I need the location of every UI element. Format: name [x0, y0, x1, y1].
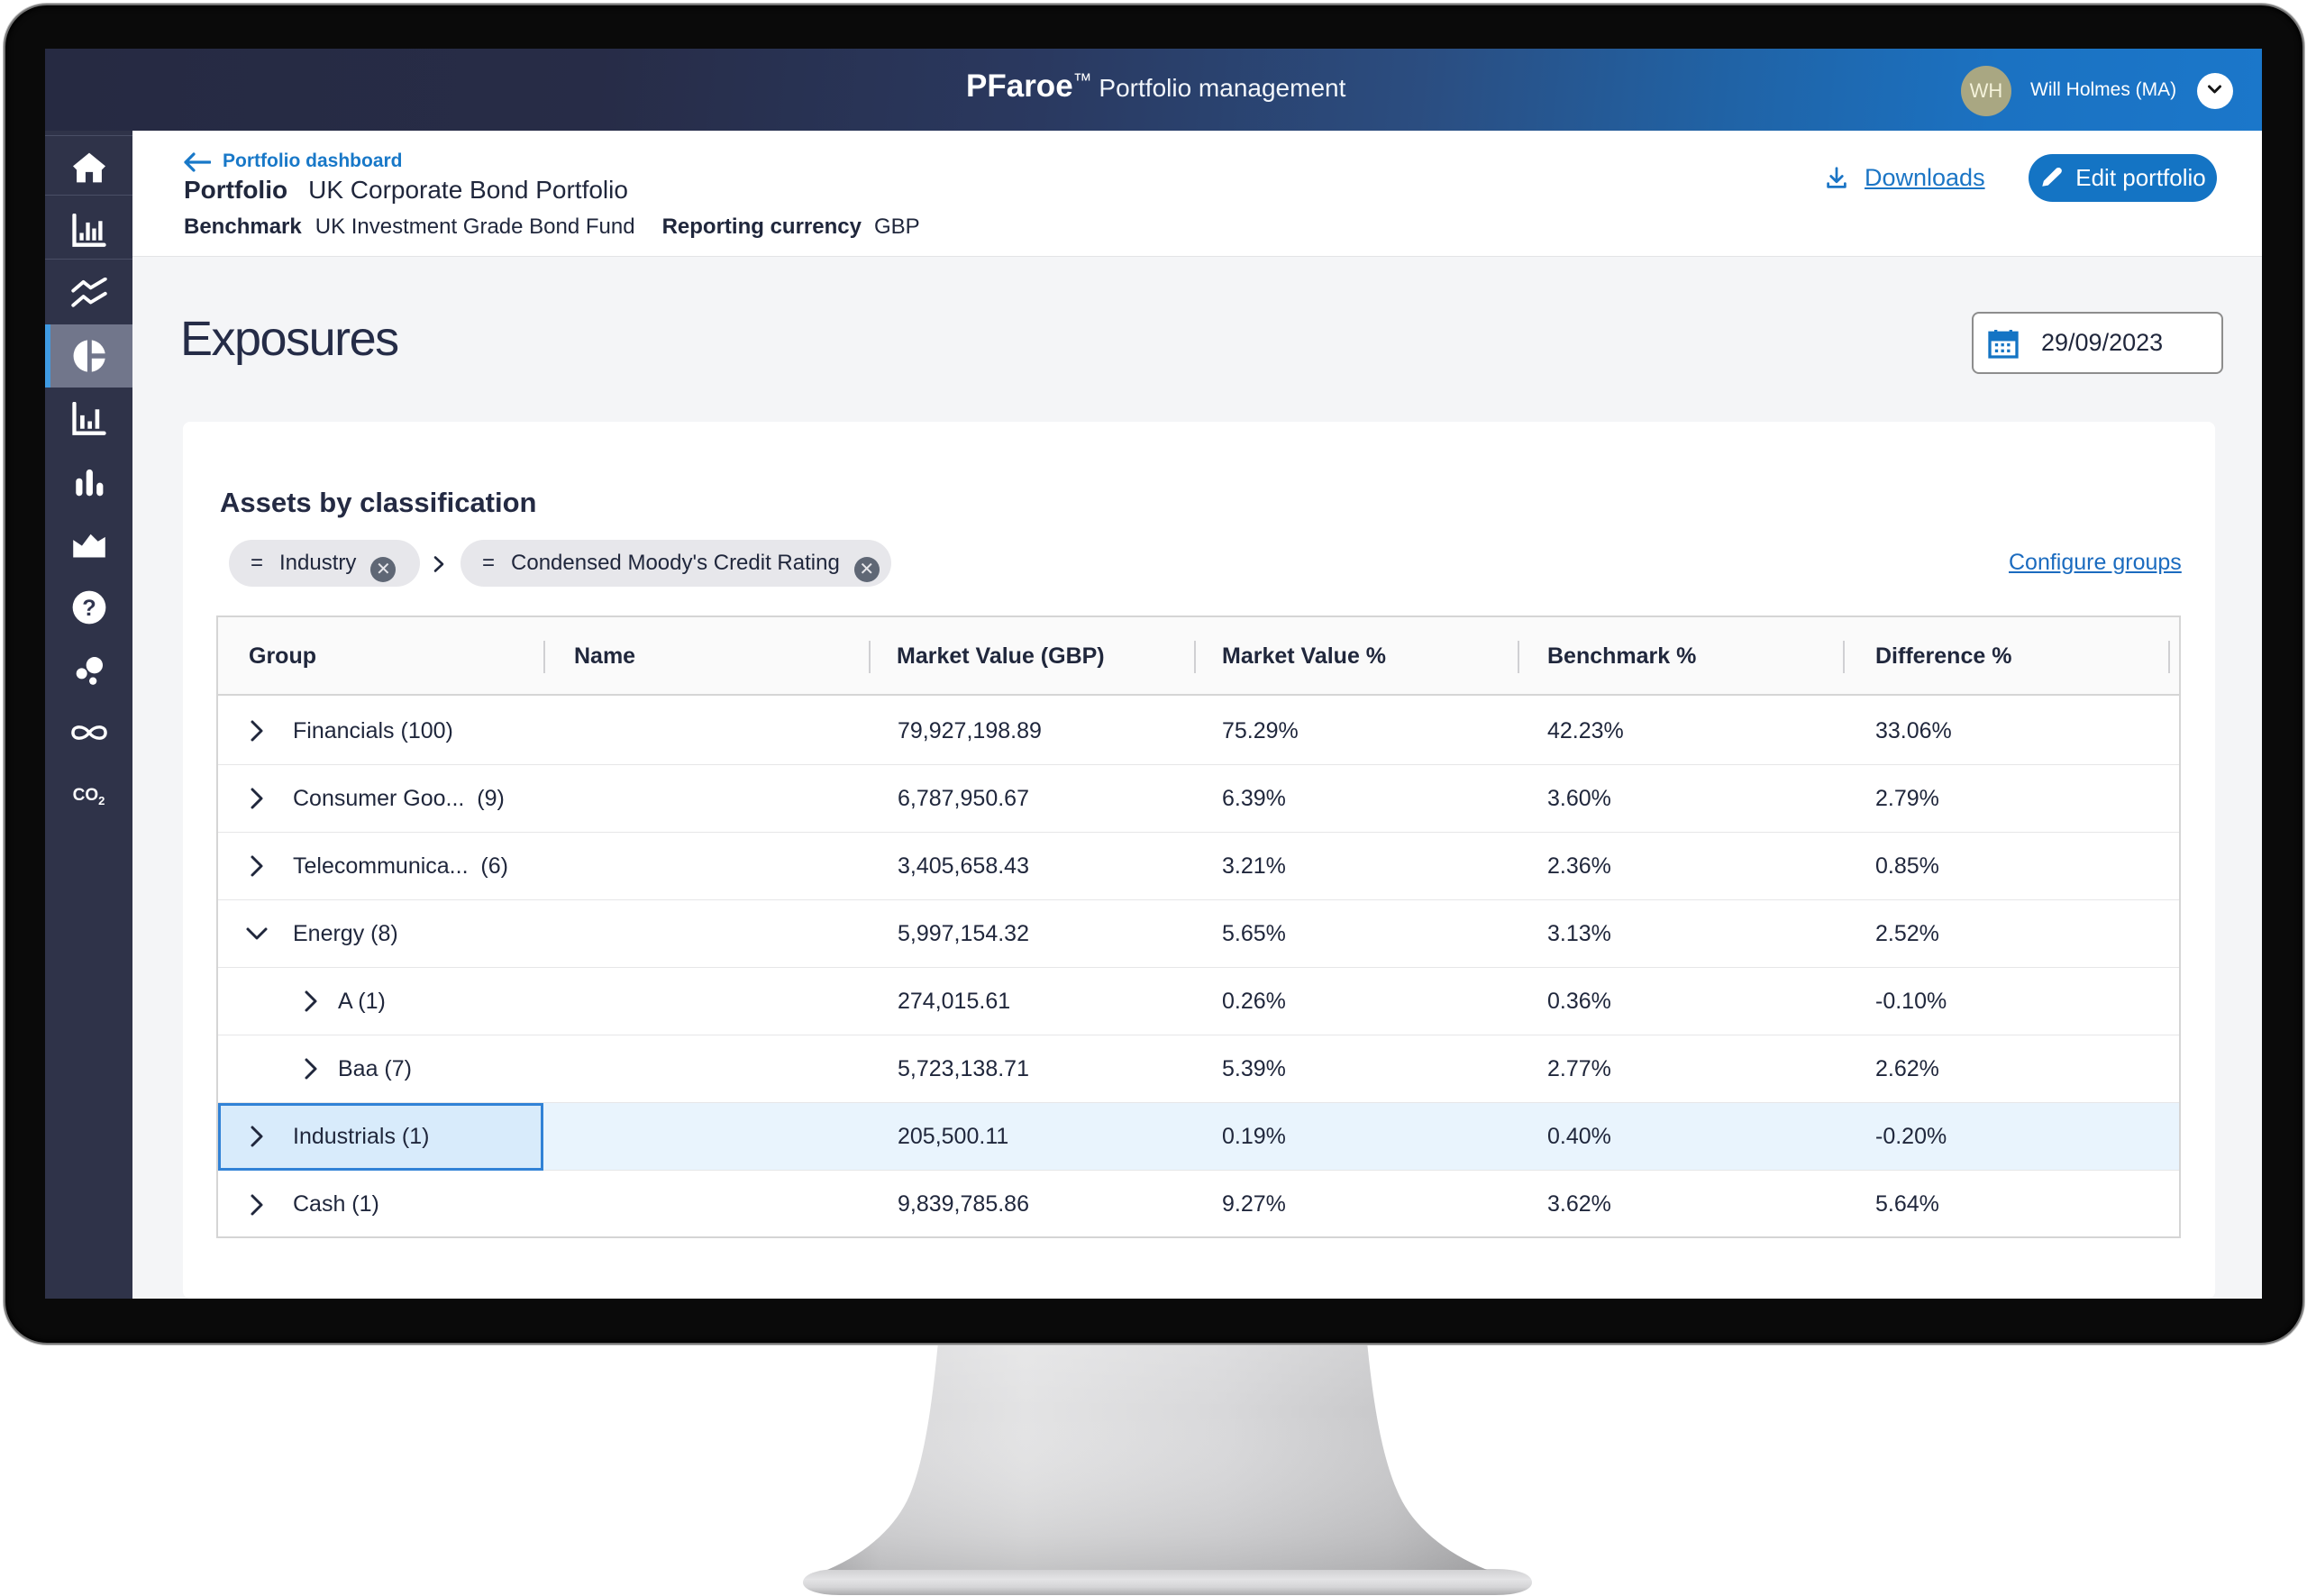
- svg-text:?: ?: [82, 596, 96, 621]
